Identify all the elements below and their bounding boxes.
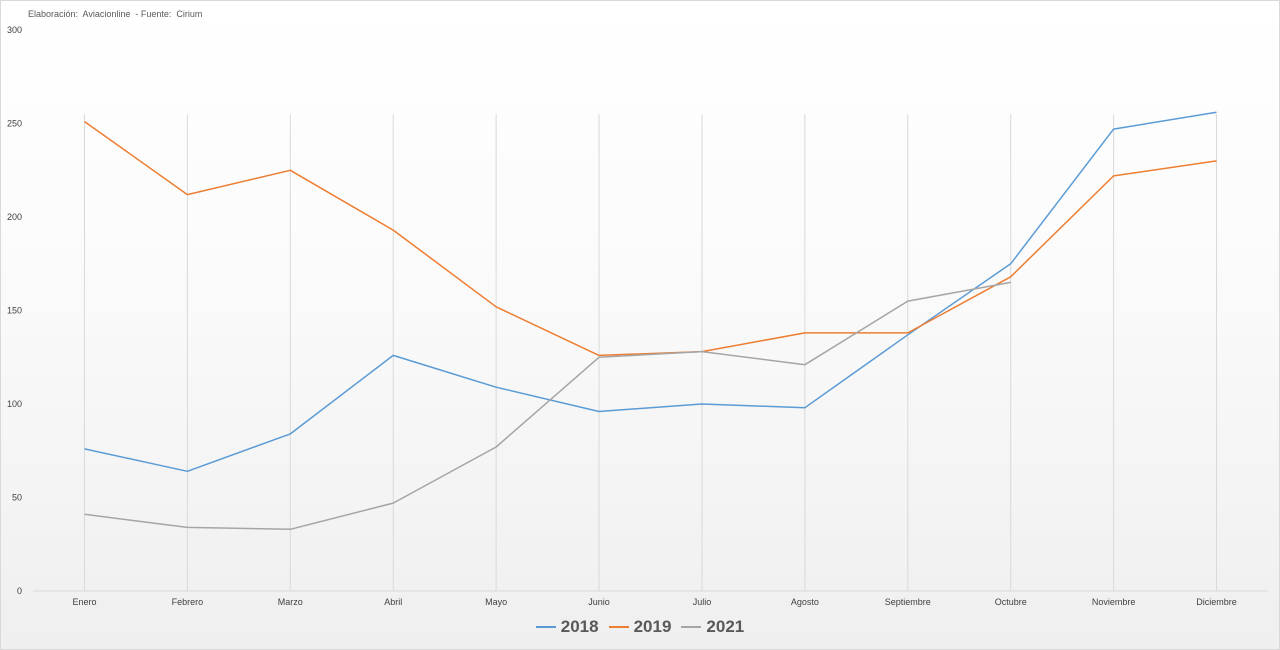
y-tick-label: 250 xyxy=(7,119,22,129)
legend-swatch xyxy=(535,626,556,628)
x-tick-label: Agosto xyxy=(791,597,819,607)
legend: 2018 2019 2021 xyxy=(0,617,1280,637)
y-tick-label: 0 xyxy=(17,586,22,596)
legend-item-2019: 2019 xyxy=(608,617,672,637)
legend-label: 2021 xyxy=(706,617,745,636)
y-tick-label: 300 xyxy=(7,25,22,35)
x-tick-label: Febrero xyxy=(172,597,204,607)
x-tick-label: Enero xyxy=(72,597,96,607)
legend-item-2018: 2018 xyxy=(535,617,599,637)
series-line-2019 xyxy=(84,120,1217,357)
legend-label: 2019 xyxy=(633,617,672,636)
x-tick-label: Septiembre xyxy=(885,597,931,607)
y-tick-label: 50 xyxy=(12,493,22,503)
y-tick-label: 150 xyxy=(7,306,22,316)
source-note: Elaboración: Aviacionline - Fuente: Ciri… xyxy=(28,9,203,19)
x-tick-label: Octubre xyxy=(995,597,1027,607)
x-tick-label: Marzo xyxy=(278,597,303,607)
legend-label: 2018 xyxy=(560,617,599,636)
legend-swatch xyxy=(681,626,702,628)
series-line-2018 xyxy=(84,111,1217,473)
series-line-2021 xyxy=(84,281,1011,531)
x-tick-label: Junio xyxy=(588,597,610,607)
x-tick-label: Noviembre xyxy=(1092,597,1136,607)
y-tick-label: 100 xyxy=(7,399,22,409)
x-tick-label: Abril xyxy=(384,597,402,607)
x-tick-label: Julio xyxy=(693,597,712,607)
legend-item-2021: 2021 xyxy=(681,617,744,637)
x-tick-label: Mayo xyxy=(485,597,507,607)
x-tick-label: Diciembre xyxy=(1196,597,1237,607)
y-tick-label: 200 xyxy=(7,212,22,222)
legend-swatch xyxy=(608,626,629,628)
